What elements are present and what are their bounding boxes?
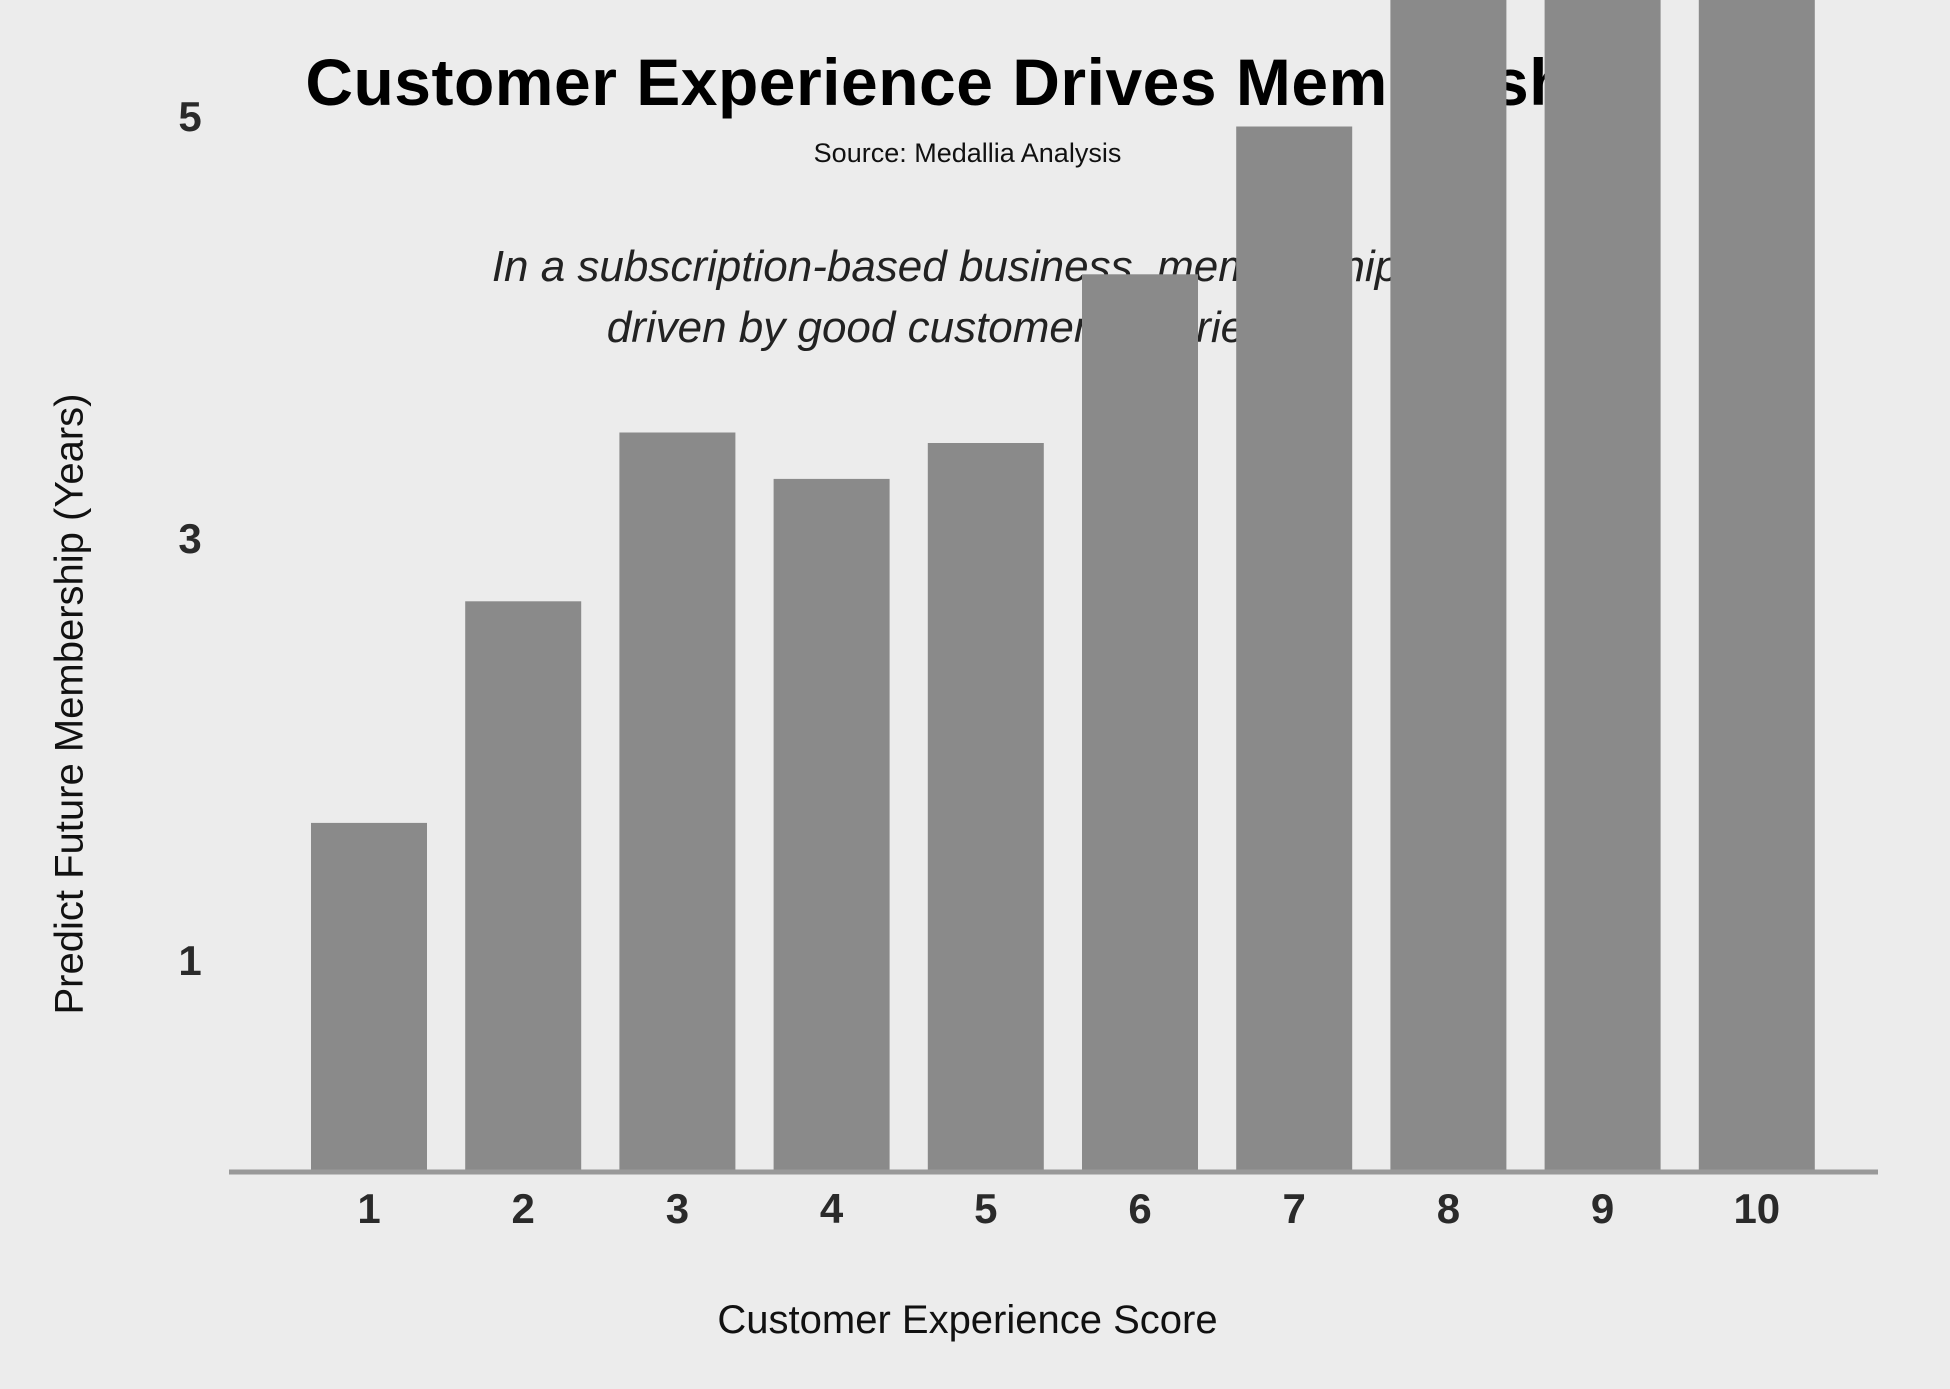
bar-1	[311, 822, 427, 1171]
x-tick-label: 1	[357, 1185, 380, 1232]
bar-8	[1390, 0, 1507, 1172]
y-tick-label: 5	[178, 93, 201, 140]
x-tick-label: 6	[1128, 1185, 1151, 1232]
bar-7	[1236, 126, 1353, 1171]
bar-5	[927, 443, 1044, 1171]
x-tick-label: 9	[1591, 1185, 1614, 1232]
bar-6	[1082, 274, 1198, 1172]
x-tick-label: 8	[1437, 1185, 1460, 1232]
bar-2	[465, 601, 582, 1171]
chart-subtitle-line-2: driven by good customer experience.	[606, 303, 1329, 352]
x-tick-label: 2	[512, 1185, 535, 1232]
x-tick-label: 10	[1733, 1185, 1780, 1232]
bar-9	[1544, 0, 1661, 1171]
x-tick-label: 4	[820, 1185, 844, 1232]
x-tick-label: 3	[666, 1185, 689, 1232]
y-tick-label: 1	[178, 937, 201, 984]
x-tick-label: 7	[1283, 1185, 1306, 1232]
bar-10	[1698, 0, 1815, 1171]
y-axis-label: Predict Future Membership (Years)	[47, 393, 92, 1015]
x-tick-label: 5	[974, 1185, 997, 1232]
y-tick-label: 3	[178, 515, 201, 562]
bar-3	[619, 432, 736, 1171]
chart-source: Source: Medallia Analysis	[813, 138, 1122, 168]
bar-4	[773, 478, 890, 1171]
x-axis-label: Customer Experience Score	[717, 1298, 1218, 1342]
